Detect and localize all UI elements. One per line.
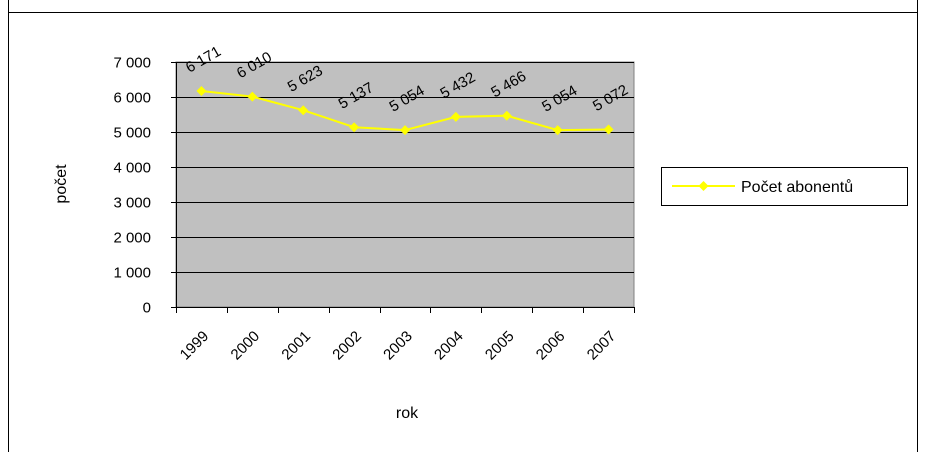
x-tick-label: 2000 bbox=[228, 328, 264, 364]
x-tick-labels: 1999 2000 2001 2002 2003 2004 2005 2006 2007 bbox=[177, 328, 620, 364]
chart-frame bbox=[8, 0, 918, 452]
x-tick-label: 2002 bbox=[329, 328, 365, 364]
x-tick-label: 2001 bbox=[278, 328, 314, 364]
y-tick-label: 0 bbox=[143, 300, 151, 317]
x-tick-label: 2006 bbox=[533, 328, 569, 364]
data-point-marker bbox=[501, 110, 512, 121]
axes bbox=[171, 62, 635, 313]
data-point-marker bbox=[298, 105, 309, 116]
x-axis-title: rok bbox=[396, 405, 419, 422]
data-point-marker bbox=[603, 124, 614, 135]
legend-diamond-marker bbox=[698, 181, 709, 191]
y-axis-title: počet bbox=[53, 164, 70, 204]
data-point-marker bbox=[349, 122, 360, 133]
y-tick-label: 7 000 bbox=[113, 55, 151, 72]
y-tick-label: 4 000 bbox=[113, 160, 151, 177]
x-tick-label: 2004 bbox=[431, 328, 467, 364]
y-tick-label: 2 000 bbox=[113, 230, 151, 247]
data-point-marker bbox=[196, 86, 207, 97]
y-tick-label: 3 000 bbox=[113, 195, 151, 212]
y-tick-label: 6 000 bbox=[113, 90, 151, 107]
y-tick-label: 1 000 bbox=[113, 265, 151, 282]
x-tick-label: 2003 bbox=[380, 328, 416, 364]
x-tick-label: 2005 bbox=[482, 328, 518, 364]
data-point-marker bbox=[450, 111, 461, 122]
legend-label: Počet abonentů bbox=[741, 178, 853, 196]
y-tick-label: 5 000 bbox=[113, 125, 151, 142]
x-tick-label: 1999 bbox=[177, 328, 213, 364]
series-layer bbox=[196, 86, 614, 136]
legend: Počet abonentů bbox=[661, 167, 908, 206]
data-point-marker bbox=[400, 125, 410, 136]
x-tick-label: 2007 bbox=[584, 328, 620, 364]
data-point-marker bbox=[247, 91, 258, 102]
plot-area bbox=[175, 61, 635, 308]
y-tick-labels: 0 1 000 2 000 3 000 4 000 5 000 6 000 7 000 bbox=[113, 55, 151, 317]
data-point-marker bbox=[552, 125, 563, 136]
